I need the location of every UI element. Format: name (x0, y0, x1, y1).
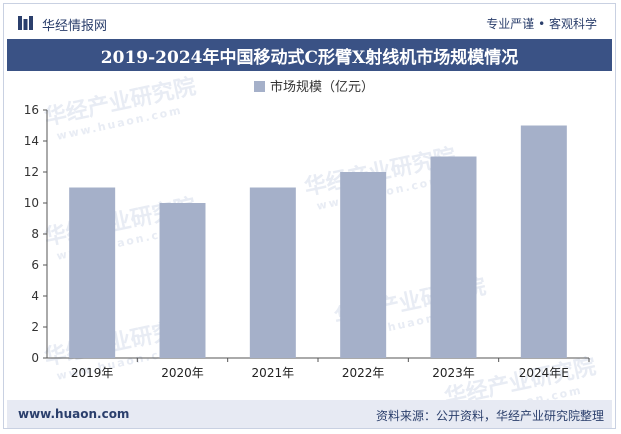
bar-chart: 0 2 4 6 8 10 12 14 16 2019年 2020年 2021年 2022年 2023年 20… (24, 79, 590, 380)
legend-swatch (254, 81, 265, 92)
x-tick-label: 2020年 (161, 366, 204, 380)
x-tick-label: 2021年 (252, 366, 295, 380)
x-tick-label: 2019年 (71, 366, 114, 380)
bar-4[interactable] (340, 172, 387, 358)
y-tick-label: 16 (24, 103, 39, 117)
footer-bar: www.huaon.com 资料来源：公开资料，华经产业研究院整理 (7, 400, 612, 428)
brand-name: 华经情报网 (42, 19, 108, 34)
legend-label: 市场规模（亿元） (270, 79, 374, 95)
y-tick-label: 8 (31, 227, 39, 241)
y-tick-label: 4 (31, 289, 39, 303)
bar-5[interactable] (430, 156, 477, 359)
bar-2[interactable] (159, 203, 206, 358)
top-bar: 华经情报网 专业严谨 • 客观科学 (4, 4, 615, 38)
chart-frame: 华经情报网 专业严谨 • 客观科学 2019-2024年中国移动式C形臂X射线机… (3, 3, 616, 429)
chart-title: 2019-2024年中国移动式C形臂X射线机市场规模情况 (7, 39, 612, 71)
x-tick-label: 2022年 (342, 366, 385, 380)
bar-1[interactable] (69, 187, 116, 359)
y-tick-label: 14 (24, 134, 39, 148)
y-tick-label: 0 (31, 351, 39, 365)
y-tick-label: 10 (24, 196, 39, 210)
x-tick-label: 2023年 (432, 366, 475, 380)
tagline: 专业严谨 • 客观科学 (486, 17, 597, 31)
x-tick-label: 2024年E (519, 366, 569, 380)
y-tick-label: 12 (24, 165, 39, 179)
y-tick-label: 2 (31, 320, 39, 334)
footer-site[interactable]: www.huaon.com (18, 407, 130, 421)
huajing-logo-icon (18, 16, 33, 30)
bar-3[interactable] (249, 187, 296, 359)
footer-source: 资料来源：公开资料，华经产业研究院整理 (375, 409, 604, 423)
bar-6[interactable] (520, 125, 567, 359)
y-tick-label: 6 (31, 258, 39, 272)
